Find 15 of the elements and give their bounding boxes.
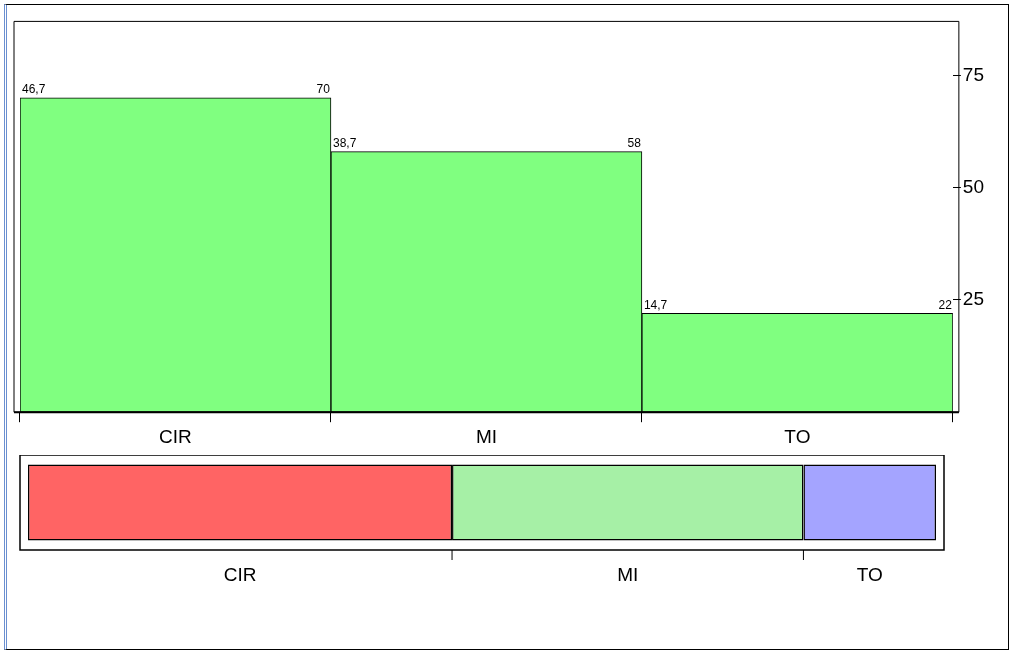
annotation: 46,7 (22, 82, 46, 97)
x-tick-label: TO (784, 425, 811, 447)
y-tick-label: 75 (962, 63, 985, 85)
y-tick-label: 50 (962, 175, 985, 197)
x-tick-label: CIR (159, 425, 192, 447)
x-tick-label: MI (475, 425, 497, 447)
series-label: TO (856, 563, 883, 585)
y-tick-label: 25 (962, 288, 985, 310)
annotation: 38,7 (332, 135, 357, 150)
data-label: 22 (938, 297, 953, 312)
series-label: MI (617, 563, 639, 585)
data-label: 70 (316, 82, 331, 97)
annotation: 14,7 (643, 297, 668, 312)
data-label: 58 (627, 135, 642, 150)
series-label: CIR (223, 563, 257, 585)
